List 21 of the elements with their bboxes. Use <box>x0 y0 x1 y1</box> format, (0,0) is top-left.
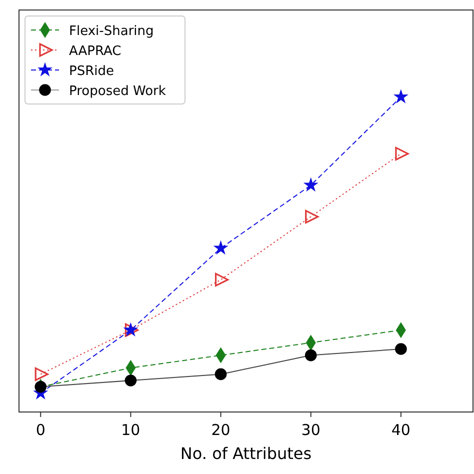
point <box>395 146 409 160</box>
point <box>214 272 229 286</box>
point <box>303 177 318 192</box>
x-tick-label: 0 <box>36 421 46 439</box>
x-axis-title: No. of Attributes <box>180 444 312 463</box>
point <box>393 89 408 104</box>
point <box>304 349 317 362</box>
x-tick-label: 10 <box>121 421 140 439</box>
x-tick-label: 30 <box>301 421 320 439</box>
x-tick-label: 20 <box>211 421 230 439</box>
point <box>305 210 319 224</box>
legend-label: Flexi-Sharing <box>69 24 154 39</box>
point <box>213 240 228 255</box>
point <box>214 368 227 380</box>
point <box>124 374 137 386</box>
point <box>395 343 407 355</box>
point <box>34 367 48 381</box>
legend-label: Proposed Work <box>69 84 166 99</box>
legend-label: PSRide <box>69 64 114 79</box>
legend-label: AAPRAC <box>69 44 122 59</box>
x-tick-label: 40 <box>391 421 410 439</box>
